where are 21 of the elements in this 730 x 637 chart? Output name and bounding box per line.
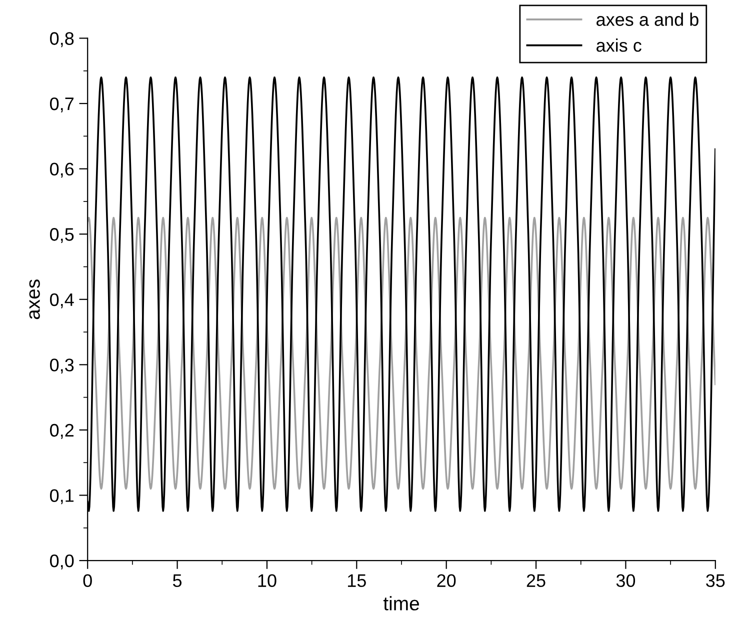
x-tick-label: 25 [526, 574, 546, 588]
y-tick-label: 0,2 [50, 424, 74, 439]
y-tick-label: 0,0 [50, 554, 74, 570]
x-tick-label: 15 [348, 574, 366, 588]
legend-label: axis c [596, 38, 642, 52]
x-tick-label: 20 [437, 574, 456, 588]
x-tick-label: 10 [258, 574, 276, 588]
legend-label: axes a and b [596, 12, 698, 26]
y-tick-label: 0,8 [50, 32, 74, 48]
y-tick-label: 0,4 [50, 293, 74, 308]
x-tick-label: 35 [706, 574, 725, 588]
y-tick-label: 0,5 [50, 228, 74, 243]
x-tick-label: 30 [616, 574, 636, 588]
y-tick-label: 0,7 [50, 97, 74, 112]
y-tick-label: 0,6 [50, 162, 74, 178]
x-axis-title: time [383, 596, 420, 610]
x-tick-label: 0 [83, 574, 92, 588]
x-tick-label: 5 [172, 574, 182, 588]
y-tick-label: 0,3 [50, 358, 74, 374]
y-axis-title: axes [29, 280, 40, 320]
y-tick-label: 0,1 [50, 489, 74, 504]
